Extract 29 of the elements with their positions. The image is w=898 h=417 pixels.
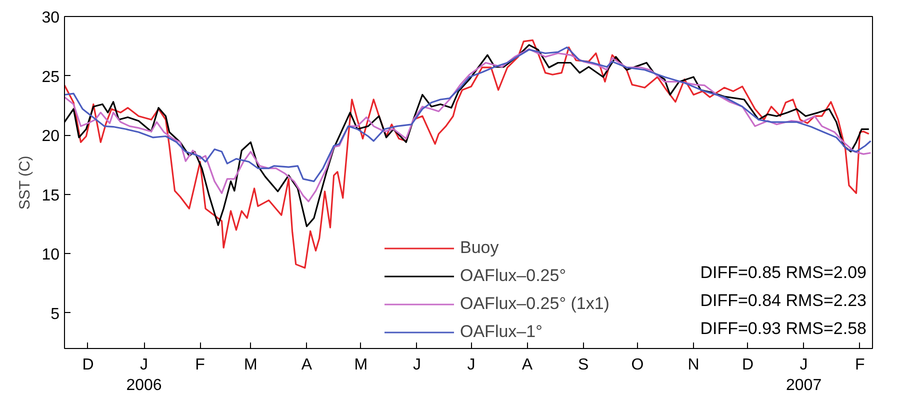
x-tick-label: A (522, 356, 533, 374)
legend-label: OAFlux–0.25° (1x1) (460, 293, 610, 315)
annotation: DIFF=0.84 RMS=2.23 (700, 291, 867, 310)
x-tick-label: J 2007 (786, 356, 822, 394)
annotation: DIFF=0.85 RMS=2.09 (700, 263, 867, 282)
y-tick-label: 10 (42, 246, 60, 264)
x-tick-label: F (854, 356, 865, 374)
legend-label: Buoy (460, 237, 499, 259)
x-tick-label: S (578, 356, 589, 374)
annotation: DIFF=0.93 RMS=2.58 (700, 319, 867, 338)
x-tick-label: D (82, 356, 94, 374)
legend-label: OAFlux–1° (460, 321, 542, 343)
x-tick-label: F (195, 356, 206, 374)
y-tick-label: 25 (42, 68, 60, 86)
x-tick-label: A (301, 356, 312, 374)
x-tick-label: N (688, 356, 700, 374)
legend-label: OAFlux–0.25° (460, 265, 566, 287)
x-tick-label: M (244, 356, 258, 374)
y-tick-label: 15 (42, 187, 60, 204)
y-tick-label: 5 (50, 306, 60, 323)
y-tick-label: 30 (42, 10, 60, 26)
x-tick-label: D (742, 356, 754, 374)
x-tick-label: M (354, 356, 368, 374)
x-tick-label: J (467, 356, 476, 374)
y-axis-title: SST (C) (16, 156, 34, 210)
x-tick-label: O (631, 356, 644, 374)
x-tick-label: J (412, 356, 421, 374)
x-tick-label: J 2006 (126, 356, 162, 394)
y-tick-label: 20 (42, 128, 60, 146)
